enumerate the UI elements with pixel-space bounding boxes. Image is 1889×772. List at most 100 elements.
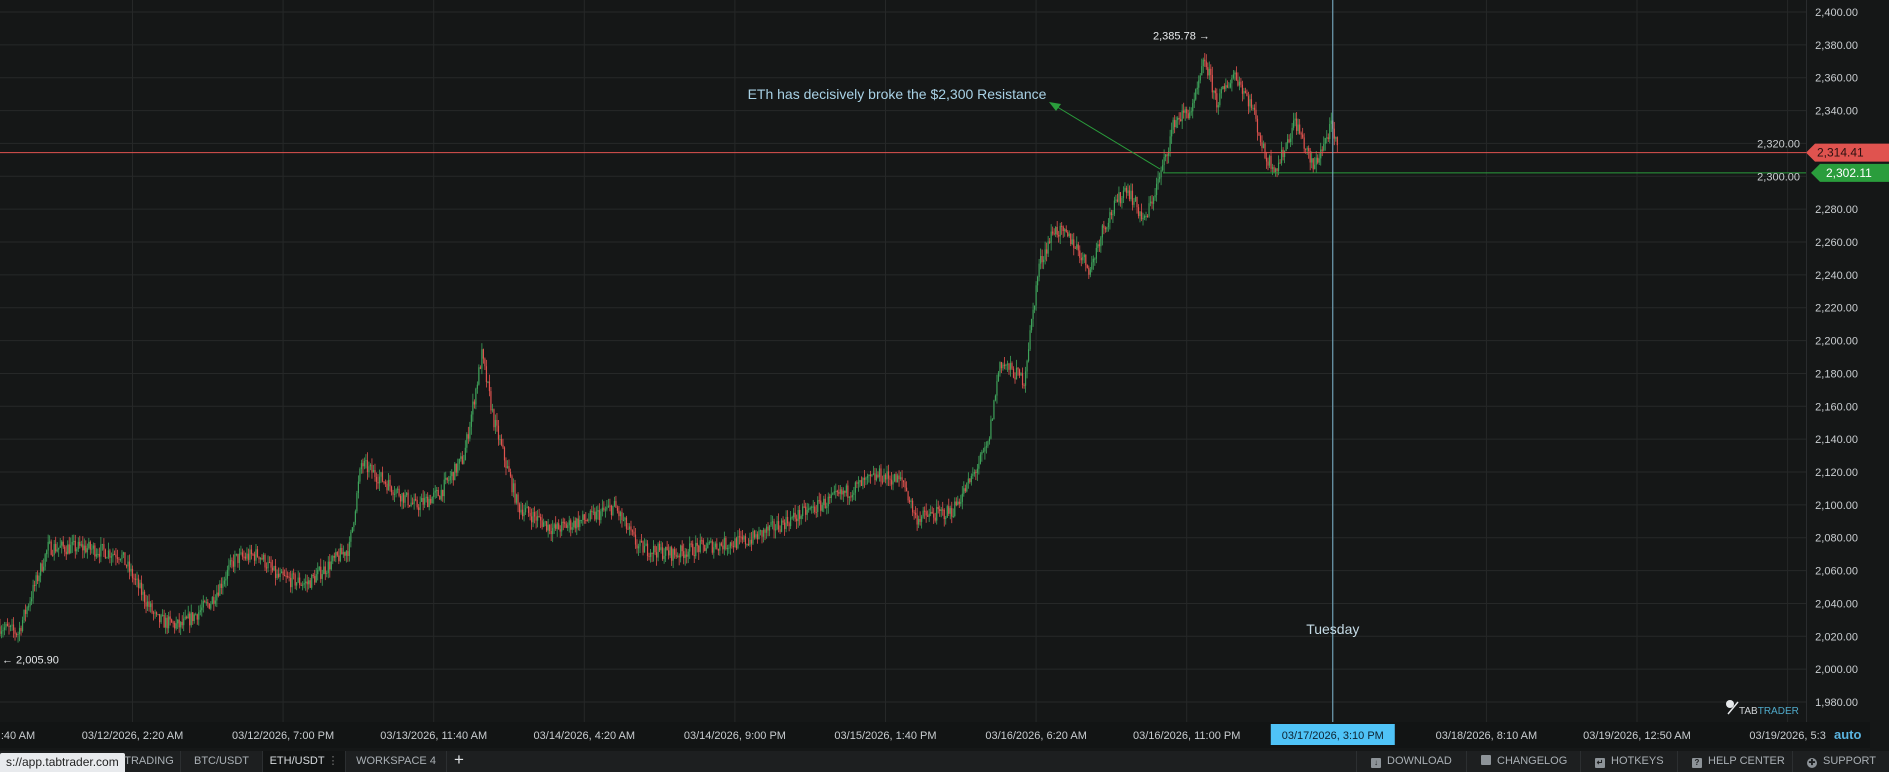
candle [303,578,305,589]
hotkeys-button[interactable]: ↵ HOTKEYS [1580,751,1675,772]
candle [202,595,204,613]
candle [467,426,469,444]
candle [1273,164,1275,173]
candle [737,530,739,550]
candle [24,604,27,622]
candle [91,544,93,554]
candle [788,521,790,532]
scale-mode-button[interactable]: auto [1834,727,1862,742]
candle [773,518,775,539]
candle [659,540,661,552]
candle [17,631,19,643]
candle [1294,112,1296,127]
candle [353,521,355,532]
candle [907,490,909,503]
candle [312,573,314,579]
candle [705,542,707,554]
hotkeys-label: HOTKEYS [1611,755,1664,767]
candle [374,463,376,482]
download-button[interactable]: ↓ DOWNLOAD [1356,751,1471,772]
download-icon: ↓ [1371,758,1381,768]
candle [740,530,742,543]
candle [32,579,34,604]
candle [89,540,91,555]
candle [930,505,932,517]
annotation-arrow[interactable] [1053,104,1161,170]
tab-workspace-4[interactable]: WORKSPACE 4 [346,751,447,772]
candle [713,541,715,559]
candle [357,475,359,499]
tab-eth-usdt[interactable]: ETH/USDT ⋮ [263,751,346,772]
candle [413,493,415,510]
candle [398,485,400,498]
url-tooltip: s://app.tabtrader.com [0,753,125,772]
candle [937,500,939,514]
candle [553,522,555,534]
candle [1171,122,1173,144]
price-chart[interactable]: ETh has decisively broke the $2,300 Resi… [0,0,1889,752]
candle [296,582,298,591]
candle [1029,325,1031,351]
price-axis[interactable]: 2,400.00 2,380.00 2,360.00 2,340.00 2,320.00… [1757,7,1858,709]
svg-text:TABTRADER: TABTRADER [1739,706,1799,717]
candle [902,480,905,488]
support-button[interactable]: ✚ SUPPORT [1792,751,1889,772]
candle [729,541,731,555]
candle [1094,257,1096,266]
candle [1118,186,1120,206]
candle [1285,141,1287,152]
candle [1149,195,1152,207]
candle [40,562,42,583]
candle [2,623,4,638]
candle [1151,195,1153,209]
candle [991,418,994,422]
candle [1024,366,1027,393]
candle [860,476,863,487]
candle [127,555,129,573]
time-axis[interactable] [0,722,1870,748]
candle [939,505,941,517]
candle [508,459,510,472]
candle [1223,83,1225,93]
candle [434,485,436,499]
candle [961,486,963,510]
candle [777,513,780,533]
candle [576,517,578,536]
candle [951,501,953,524]
kebab-menu-icon[interactable]: ⋮ [327,755,339,767]
candle [646,540,649,561]
candle [940,507,942,518]
price-tick-label: 2,100.00 [1815,500,1858,512]
candle [830,487,832,503]
changelog-button[interactable]: CHANGELOG [1466,751,1581,772]
candle [154,609,156,619]
tab-btc-usdt[interactable]: BTC/USDT [181,751,263,772]
price-tick-label: 2,260.00 [1815,237,1858,249]
candle [1330,112,1332,132]
candle [100,536,102,563]
candle [776,515,778,531]
candle [592,504,594,516]
candle [1193,92,1195,109]
candle [1100,235,1102,253]
candle [1056,221,1058,238]
price-tick-label: 2,220.00 [1815,303,1858,315]
candle [145,594,147,614]
candle [1091,255,1093,273]
help-center-button[interactable]: ? HELP CENTER [1677,751,1792,772]
tab-trading[interactable]: TRADING [118,751,181,772]
candle [155,611,158,617]
candle [315,567,317,583]
candle [871,474,873,478]
candle [982,447,984,453]
add-tab-button[interactable]: + [454,750,464,769]
candle [797,505,799,528]
candle [30,591,33,606]
annotation-text[interactable]: ETh has decisively broke the $2,300 Resi… [748,86,1047,102]
candle [1020,372,1022,376]
candle [1086,264,1088,269]
time-tick-label: 03/19/2026, 12:50 AM [1583,730,1691,742]
candle [311,573,313,590]
candle [107,542,110,560]
candle [9,624,12,632]
